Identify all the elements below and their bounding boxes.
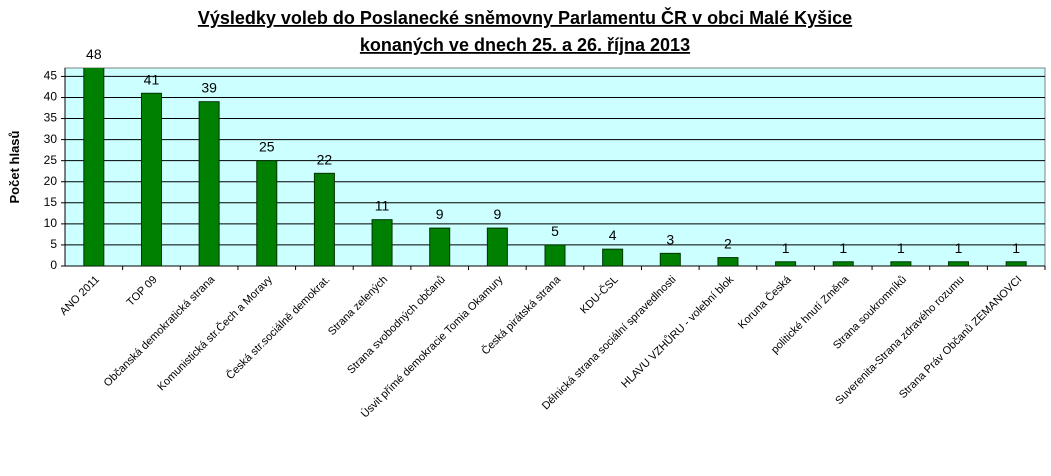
y-tick-label: 10: [44, 216, 58, 230]
y-tick-label: 35: [44, 111, 58, 125]
y-tick-label: 25: [44, 153, 58, 167]
x-tick-label: KDU-ČSL: [577, 273, 620, 316]
value-label: 2: [724, 236, 732, 252]
y-tick-label: 5: [50, 237, 57, 251]
x-tick-label: ANO 2011: [58, 274, 102, 318]
value-label: 5: [551, 223, 559, 239]
bars: [83, 68, 1027, 266]
bar: [602, 248, 624, 266]
value-label: 48: [86, 46, 102, 62]
bar: [140, 92, 162, 266]
bar: [486, 227, 508, 266]
value-label: 3: [666, 231, 674, 247]
x-tick-label: Občanská demokratická strana: [102, 273, 218, 389]
y-tick-label: 15: [44, 195, 58, 209]
bar: [717, 257, 739, 266]
x-tick-label: Koruna Česká: [735, 272, 794, 331]
bar: [544, 244, 566, 266]
x-tick-label: Suverenita-Strana zdravého rozumu: [833, 274, 966, 407]
plot-area: [64, 67, 1046, 267]
x-tick-label: Komunistická str.Čech a Moravy: [155, 273, 276, 394]
value-label: 25: [259, 139, 275, 155]
bar: [832, 261, 854, 266]
value-label: 9: [436, 206, 444, 222]
x-tick-label: Strana Práv Občanů ZEMANOVCI: [897, 274, 1024, 401]
chart-title: konaných ve dnech 25. a 26. října 2013: [360, 35, 690, 55]
bar: [313, 172, 335, 266]
x-tick-label: TOP 09: [125, 274, 160, 309]
value-label: 9: [493, 206, 501, 222]
y-tick-label: 30: [44, 132, 58, 146]
bar: [775, 261, 797, 266]
x-tick-label: Strana zelených: [326, 274, 390, 338]
value-label: 1: [1012, 240, 1020, 256]
x-tick-label: HLAVU VZHŮRU - volební blok: [619, 273, 737, 391]
value-label: 1: [782, 240, 790, 256]
y-tick-label: 40: [44, 90, 58, 104]
y-tick-label: 0: [50, 258, 57, 272]
value-label: 1: [839, 240, 847, 256]
value-label: 1: [897, 240, 905, 256]
chart-title: Výsledky voleb do Poslanecké sněmovny Pa…: [198, 7, 852, 28]
value-label: 22: [317, 151, 333, 167]
bar: [890, 261, 912, 266]
value-label: 39: [201, 80, 217, 96]
bar: [83, 68, 105, 266]
bar: [371, 219, 393, 266]
value-label: 41: [144, 71, 160, 87]
x-tick-label: Strana svobodných občanů: [345, 274, 448, 377]
value-label: 1: [955, 240, 963, 256]
value-label: 4: [609, 227, 617, 243]
y-tick-label: 45: [44, 69, 58, 83]
y-axis-label: Počet hlasů: [7, 130, 22, 203]
bar: [198, 101, 220, 266]
bar: [1005, 261, 1027, 266]
y-tick-label: 20: [44, 174, 58, 188]
bar: [948, 261, 970, 266]
bar: [429, 227, 451, 266]
x-tick-label: Česká str.sociálně demokrat.: [224, 273, 333, 382]
value-label: 11: [375, 198, 390, 214]
bar: [659, 252, 681, 266]
bar: [256, 160, 278, 266]
